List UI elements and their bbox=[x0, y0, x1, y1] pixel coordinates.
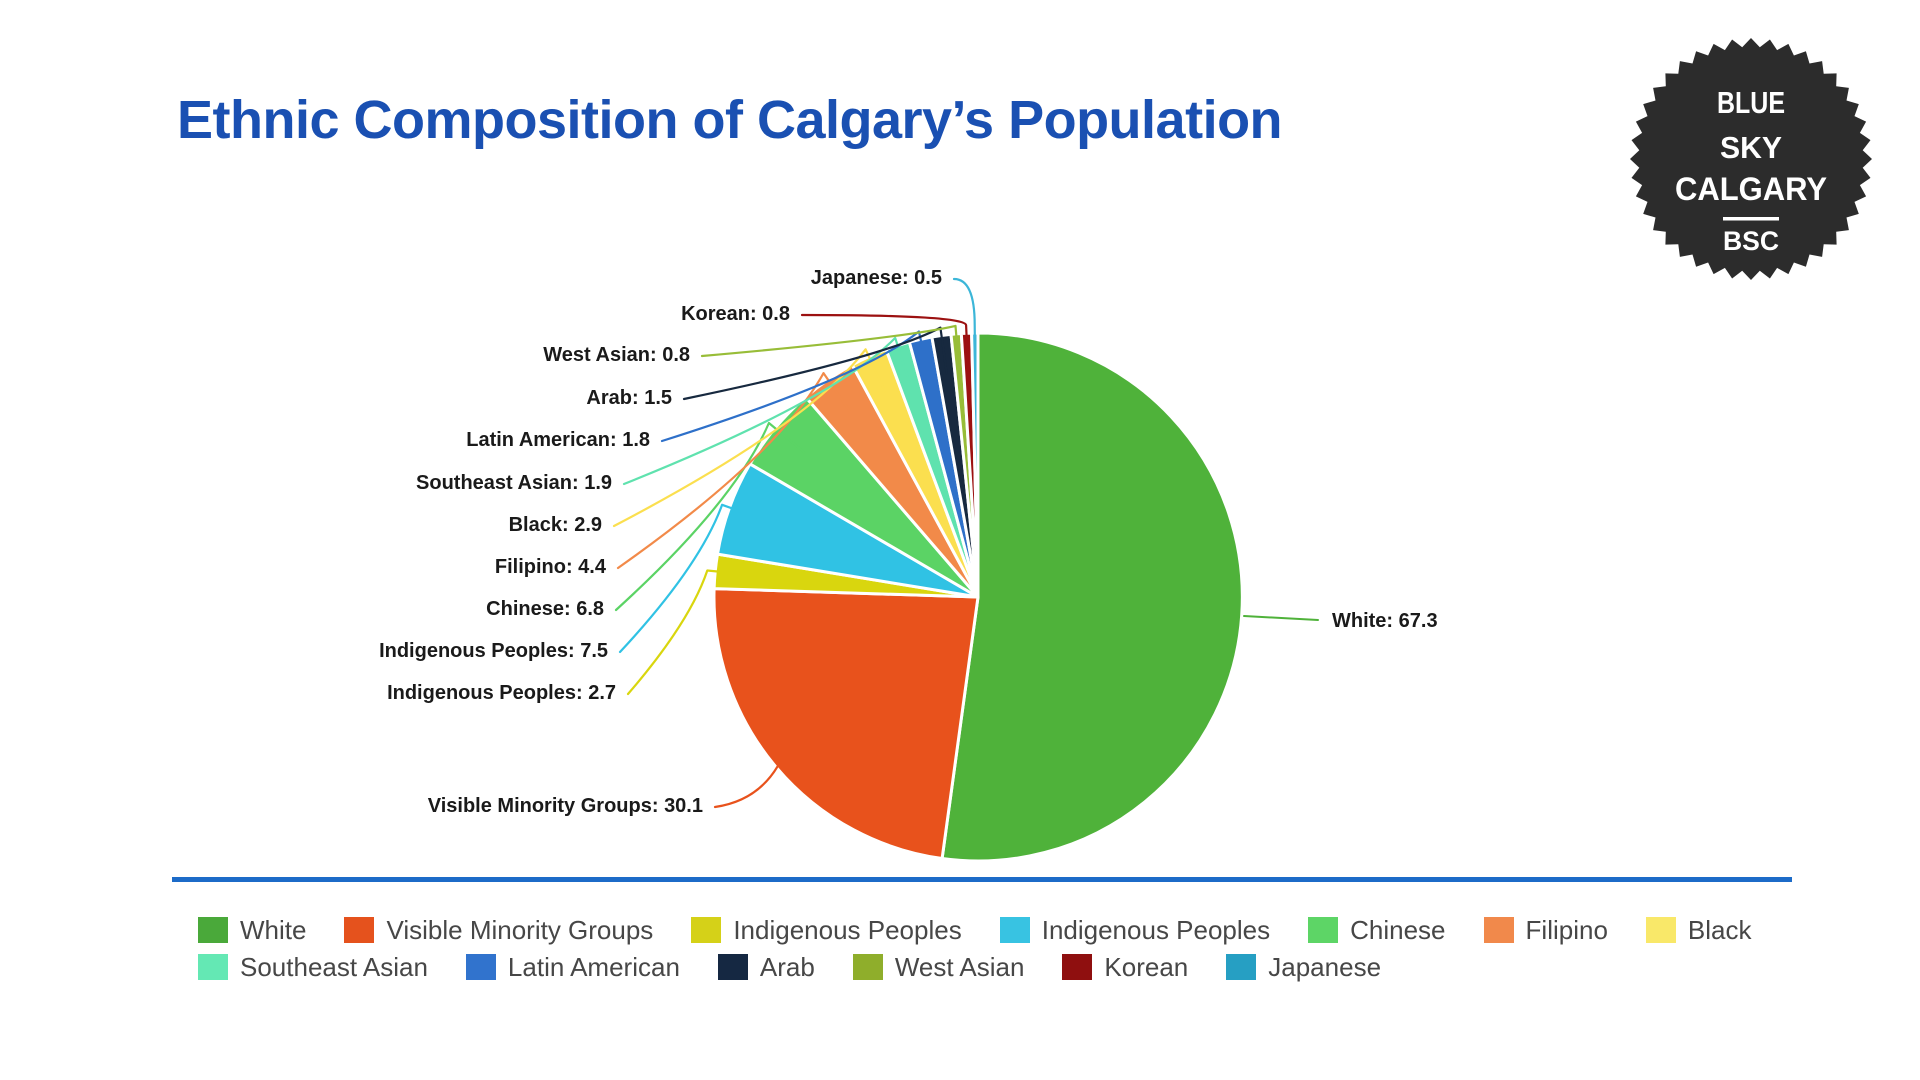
legend-row-2: Southeast Asian Latin American Arab West As… bbox=[198, 954, 1858, 980]
leader-line bbox=[626, 569, 755, 696]
badge-starburst-shape bbox=[1630, 38, 1872, 280]
slice-label-chinese-6.8: Chinese: 6.8 bbox=[486, 598, 604, 620]
leader-line bbox=[800, 313, 970, 373]
page-title: Ethnic Composition of Calgary’s Populati… bbox=[177, 90, 1283, 150]
legend-swatch bbox=[1483, 917, 1514, 943]
legend-label: Chinese bbox=[1350, 915, 1446, 945]
slice-label-west-asian-0.8: West Asian: 0.8 bbox=[543, 344, 690, 366]
legend-label: Filipino bbox=[1525, 915, 1608, 945]
legend-swatch bbox=[1062, 954, 1093, 980]
legend-swatch bbox=[344, 917, 375, 943]
leader-line bbox=[682, 326, 948, 401]
legend-item-chinese: Chinese bbox=[1308, 915, 1446, 945]
leader-line bbox=[1243, 615, 1319, 621]
legend-swatch bbox=[852, 954, 883, 980]
slice-label-latin-american-1.8: Latin American: 1.8 bbox=[466, 429, 650, 451]
legend-item-arab: Arab bbox=[717, 952, 815, 982]
legend-item-indigenous-peoples: Indigenous Peoples bbox=[691, 915, 962, 945]
legend-item-indigenous-peoples: Indigenous Peoples bbox=[999, 915, 1271, 945]
pie-slice-white-67.3 bbox=[940, 331, 1244, 863]
logo-text-blue: BLUE bbox=[1717, 85, 1785, 120]
legend-item-visible-minority-groups: Visible Minority Groups bbox=[344, 917, 653, 943]
legend-swatch bbox=[465, 954, 496, 980]
legend-swatch bbox=[198, 917, 228, 943]
leader-line bbox=[618, 503, 767, 654]
slice-label-korean-0.8: Korean: 0.8 bbox=[681, 303, 790, 325]
legend-item-southeast-asian: Southeast Asian bbox=[198, 954, 428, 980]
logo-text-calgary: CALGARY bbox=[1675, 171, 1827, 207]
legend-item-black: Black bbox=[1645, 915, 1752, 945]
slice-label-indigenous-peoples-2.7: Indigenous Peoples: 2.7 bbox=[387, 682, 616, 704]
legend-swatch bbox=[1308, 917, 1339, 943]
slice-label-southeast-asian-1.9: Southeast Asian: 1.9 bbox=[416, 472, 612, 494]
leader-line bbox=[713, 765, 779, 809]
logo-divider-line bbox=[1723, 217, 1779, 221]
logo-badge: BLUE SKY CALGARY BSC bbox=[1630, 38, 1872, 280]
legend-label: Indigenous Peoples bbox=[733, 915, 962, 945]
leader-line bbox=[612, 348, 886, 528]
legend-swatch bbox=[1645, 917, 1676, 943]
legend-label: Black bbox=[1687, 915, 1752, 945]
legend-item-filipino: Filipino bbox=[1483, 915, 1608, 945]
legend-label: Japanese bbox=[1268, 952, 1382, 982]
legend-swatch bbox=[717, 954, 748, 980]
legend-label: Arab bbox=[759, 952, 815, 982]
legend-label: Visible Minority Groups bbox=[386, 915, 654, 945]
legend-label: Indigenous Peoples bbox=[1041, 915, 1271, 945]
slice-label-black-2.9: Black: 2.9 bbox=[508, 514, 602, 536]
leader-line bbox=[622, 336, 911, 486]
slice-label-indigenous-peoples-7.5: Indigenous Peoples: 7.5 bbox=[379, 640, 608, 662]
slice-label-white-67.3: White: 67.3 bbox=[1332, 610, 1438, 632]
divider-line bbox=[172, 877, 1792, 882]
legend-label: Latin American bbox=[507, 952, 680, 982]
legend-swatch bbox=[198, 954, 228, 980]
slice-label-japanese-0.5: Japanese: 0.5 bbox=[810, 267, 942, 289]
slice-label-arab-1.5: Arab: 1.5 bbox=[586, 387, 672, 409]
leader-line bbox=[660, 330, 930, 443]
legend-swatch bbox=[999, 917, 1030, 943]
legend-item-latin-american: Latin American bbox=[465, 952, 680, 982]
leader-line bbox=[700, 324, 961, 373]
legend-swatch bbox=[691, 917, 722, 943]
legend-item-korean: Korean bbox=[1062, 954, 1188, 980]
slice-label-filipino-4.4: Filipino: 4.4 bbox=[494, 556, 606, 578]
legend-item-japanese: Japanese bbox=[1226, 954, 1381, 980]
leader-line bbox=[614, 421, 806, 612]
slice-label-visible-minority-groups-30.1: Visible Minority Groups: 30.1 bbox=[427, 795, 703, 817]
legend-item-white: White bbox=[198, 917, 306, 943]
leader-line bbox=[952, 277, 977, 373]
legend-swatch bbox=[1226, 954, 1257, 980]
pie-slice-visible-minority-groups-30.1 bbox=[712, 587, 980, 860]
legend-label: White bbox=[240, 915, 307, 945]
legend-item-west-asian: West Asian bbox=[852, 952, 1025, 982]
legend: White Visible Minority Groups Indigenous P… bbox=[198, 917, 1858, 991]
logo-text-sky: SKY bbox=[1720, 130, 1782, 165]
legend-label: Southeast Asian bbox=[240, 952, 428, 982]
legend-row-1: White Visible Minority Groups Indigenous P… bbox=[198, 917, 1858, 943]
legend-label: Korean bbox=[1104, 952, 1189, 982]
legend-label: West Asian bbox=[894, 952, 1025, 982]
logo-text-bsc: BSC bbox=[1723, 226, 1779, 256]
